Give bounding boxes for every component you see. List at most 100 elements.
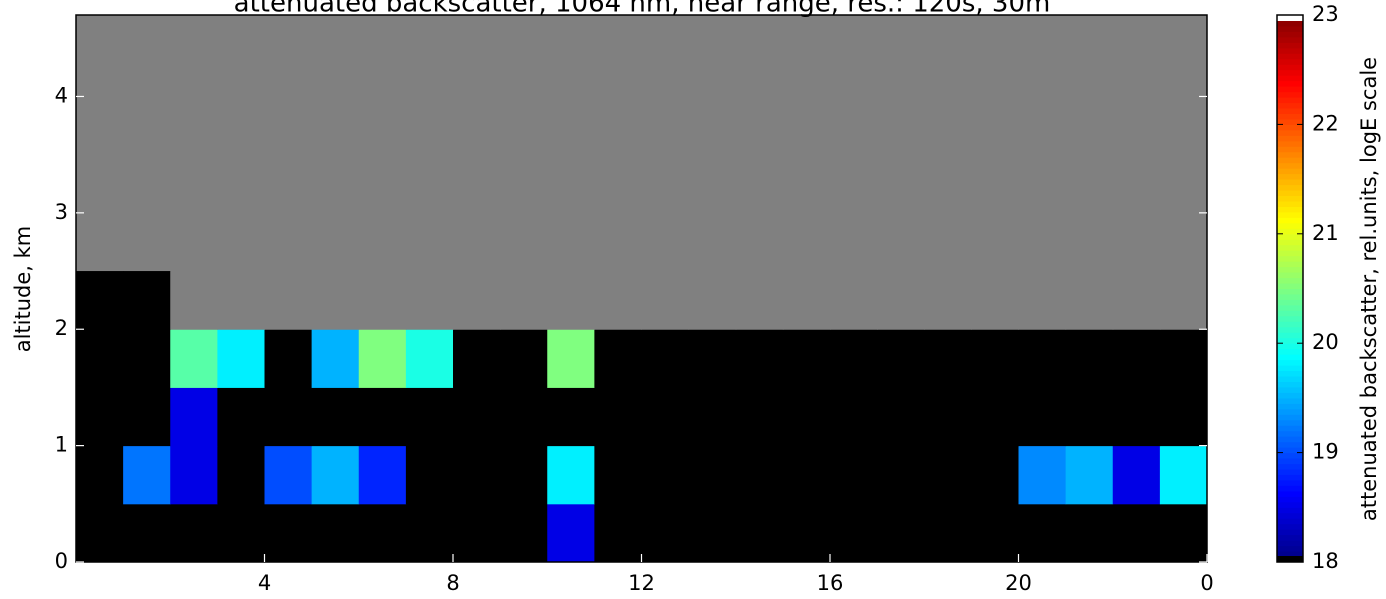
heatmap-cell: [971, 445, 1019, 505]
heatmap-cell: [170, 329, 218, 388]
heatmap-cell: [500, 387, 548, 447]
heatmap-cell: [877, 387, 925, 447]
heatmap-cell: [877, 503, 925, 563]
colorbar-segment: [1277, 244, 1303, 251]
colorbar-segment: [1277, 135, 1303, 142]
colorbar-segment: [1277, 25, 1303, 32]
colorbar-segment: [1277, 479, 1303, 486]
y-tick-label: 4: [55, 83, 68, 107]
colorbar-segment: [1277, 370, 1303, 377]
colorbar: [1277, 15, 1303, 563]
heatmap-cell: [830, 271, 878, 330]
heatmap-cell: [1159, 387, 1208, 447]
x-tick-label: 16: [817, 571, 844, 595]
colorbar-segment: [1277, 173, 1303, 180]
heatmap-cell: [1065, 503, 1114, 563]
heatmap-cell: [735, 503, 784, 563]
colorbar-segment: [1277, 20, 1303, 27]
heatmap-cell: [1018, 387, 1067, 447]
colorbar-segment: [1277, 419, 1303, 426]
colorbar-segment: [1277, 507, 1303, 514]
colorbar-segment: [1277, 272, 1303, 279]
colorbar-segment: [1277, 386, 1303, 393]
colorbar-segment: [1277, 501, 1303, 508]
colorbar-segment: [1277, 239, 1303, 246]
colorbar-segment: [1277, 376, 1303, 382]
heatmap: [76, 271, 1208, 563]
colorbar-segment: [1277, 217, 1303, 224]
colorbar-segment: [1277, 321, 1303, 328]
colorbar-segment: [1277, 195, 1303, 202]
heatmap-cell: [123, 387, 171, 447]
colorbar-segment: [1277, 293, 1303, 300]
heatmap-cell: [971, 329, 1019, 388]
heatmap-cell: [453, 271, 501, 330]
heatmap-cell: [405, 387, 454, 447]
colorbar-segment: [1277, 47, 1303, 54]
colorbar-segment: [1277, 288, 1303, 295]
heatmap-cell: [924, 271, 972, 330]
colorbar-segment: [1277, 414, 1303, 421]
heatmap-cell: [547, 329, 595, 388]
colorbar-segment: [1277, 277, 1303, 284]
heatmap-cell: [547, 445, 595, 505]
colorbar-segment: [1277, 496, 1303, 503]
colorbar-segment: [1277, 447, 1303, 454]
heatmap-cell: [358, 387, 407, 447]
heatmap-cell: [782, 445, 831, 505]
colorbar-segment: [1277, 266, 1303, 273]
colorbar-segment: [1277, 485, 1303, 492]
heatmap-cell: [311, 387, 360, 447]
heatmap-cell: [76, 503, 124, 563]
heatmap-cell: [830, 503, 878, 563]
heatmap-cell: [688, 445, 737, 505]
heatmap-cell: [500, 329, 548, 388]
heatmap-cell: [641, 329, 690, 388]
heatmap-cell: [76, 271, 124, 330]
heatmap-cell: [641, 387, 690, 447]
heatmap-cell: [311, 445, 360, 505]
colorbar-segment: [1277, 359, 1303, 366]
y-tick-label: 0: [55, 549, 68, 573]
colorbar-segment: [1277, 354, 1303, 361]
heatmap-cell: [170, 271, 218, 330]
colorbar-segment: [1277, 157, 1303, 164]
heatmap-cell: [123, 329, 171, 388]
colorbar-segment: [1277, 551, 1303, 558]
colorbar-segment: [1277, 80, 1303, 87]
heatmap-cell: [594, 387, 642, 447]
colorbar-segment: [1277, 397, 1303, 404]
colorbar-segment: [1277, 97, 1303, 104]
heatmap-cell: [217, 387, 265, 447]
colorbar-segment: [1277, 179, 1303, 186]
heatmap-cell: [453, 503, 501, 563]
colorbar-segment: [1277, 64, 1303, 71]
colorbar-segment: [1277, 326, 1303, 333]
heatmap-cell: [358, 445, 407, 505]
heatmap-cell: [264, 271, 313, 330]
heatmap-cell: [1112, 503, 1161, 563]
colorbar-segment: [1277, 107, 1303, 114]
colorbar-segment: [1277, 283, 1303, 289]
colorbar-segment: [1277, 463, 1303, 470]
colorbar-segment: [1277, 490, 1303, 497]
x-tick-label: 12: [628, 571, 655, 595]
colorbar-segment: [1277, 425, 1303, 432]
colorbar-segment: [1277, 255, 1303, 262]
heatmap-cell: [123, 445, 171, 505]
colorbar-segment: [1277, 129, 1303, 136]
colorbar-segment: [1277, 545, 1303, 552]
colorbar-segment: [1277, 469, 1303, 475]
colorbar-tick-label: 23: [1312, 2, 1339, 26]
colorbar-segment: [1277, 365, 1303, 372]
colorbar-segment: [1277, 348, 1303, 355]
colorbar-segment: [1277, 151, 1303, 158]
heatmap-cell: [1159, 329, 1208, 388]
colorbar-segment: [1277, 91, 1303, 98]
heatmap-cell: [877, 329, 925, 388]
heatmap-cell: [1065, 271, 1114, 330]
colorbar-segment: [1277, 250, 1303, 257]
heatmap-cell: [547, 271, 595, 330]
colorbar-segment: [1277, 337, 1303, 344]
heatmap-cell: [924, 329, 972, 388]
